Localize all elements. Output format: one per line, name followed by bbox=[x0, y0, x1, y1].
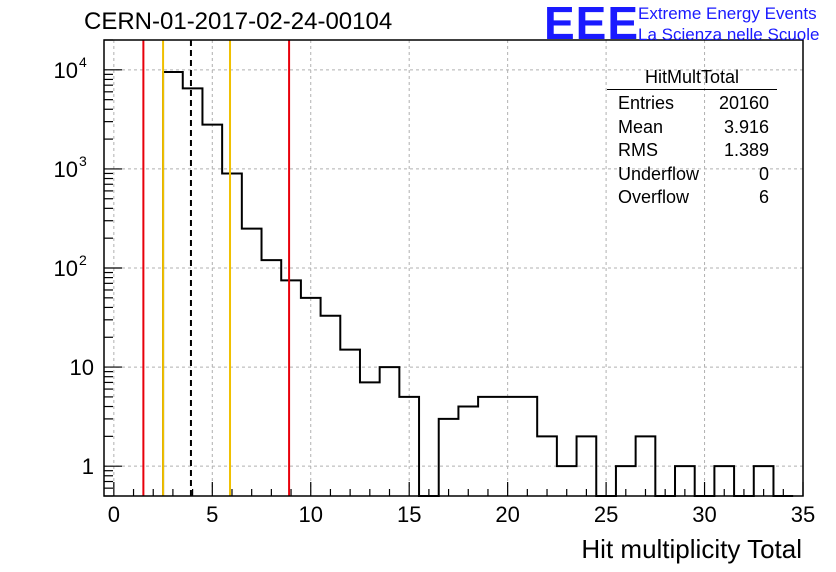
y-tick-label: 10 bbox=[70, 355, 94, 380]
logo-line-1: Extreme Energy Events bbox=[638, 4, 817, 23]
stats-value: 20160 bbox=[718, 93, 769, 113]
x-axis-label: Hit multiplicity Total bbox=[581, 534, 802, 564]
stats-row-rms: RMS 1.389 bbox=[607, 139, 777, 163]
x-tick-label: 5 bbox=[206, 502, 218, 527]
y-tick-label: 10 bbox=[54, 157, 78, 182]
stats-label: Overflow bbox=[618, 187, 690, 207]
y-tick-exponent: 2 bbox=[79, 252, 87, 268]
stats-label: Mean bbox=[618, 116, 664, 137]
plot-title: CERN-01-2017-02-24-00104 bbox=[84, 8, 393, 35]
x-tick-label: 20 bbox=[495, 502, 519, 527]
stats-row-entries: Entries 20160 bbox=[607, 92, 777, 116]
logo-line-2: La Scienza nelle Scuole bbox=[638, 25, 820, 44]
stats-row-overflow: Overflow 6 bbox=[607, 186, 777, 210]
y-tick-label: 10 bbox=[54, 256, 78, 281]
stats-label: Underflow bbox=[618, 163, 700, 184]
eee-logo: EEE bbox=[544, 0, 640, 49]
stats-label: RMS bbox=[618, 140, 658, 160]
stats-value: 1.389 bbox=[723, 140, 769, 160]
stats-value: 0 bbox=[758, 163, 769, 184]
x-tick-label: 0 bbox=[108, 502, 120, 527]
stats-box: HitMultTotal Entries 20160 Mean 3.916 RM… bbox=[607, 66, 777, 210]
stats-value: 3.916 bbox=[723, 116, 769, 137]
stats-label: Entries bbox=[618, 93, 675, 113]
stats-row-mean: Mean 3.916 bbox=[607, 116, 777, 140]
y-tick-label: 1 bbox=[82, 454, 94, 479]
histogram-outline bbox=[162, 71, 794, 497]
y-tick-label: 10 bbox=[54, 58, 78, 83]
stats-box-title: HitMultTotal bbox=[607, 66, 777, 90]
x-tick-label: 10 bbox=[299, 502, 323, 527]
stats-value: 6 bbox=[758, 187, 769, 207]
y-tick-exponent: 3 bbox=[79, 153, 87, 169]
x-tick-label: 15 bbox=[397, 502, 421, 527]
x-tick-label: 30 bbox=[692, 502, 716, 527]
x-tick-label: 35 bbox=[791, 502, 815, 527]
x-tick-label: 25 bbox=[594, 502, 618, 527]
stats-row-underflow: Underflow 0 bbox=[607, 163, 777, 187]
y-tick-exponent: 4 bbox=[79, 54, 87, 70]
